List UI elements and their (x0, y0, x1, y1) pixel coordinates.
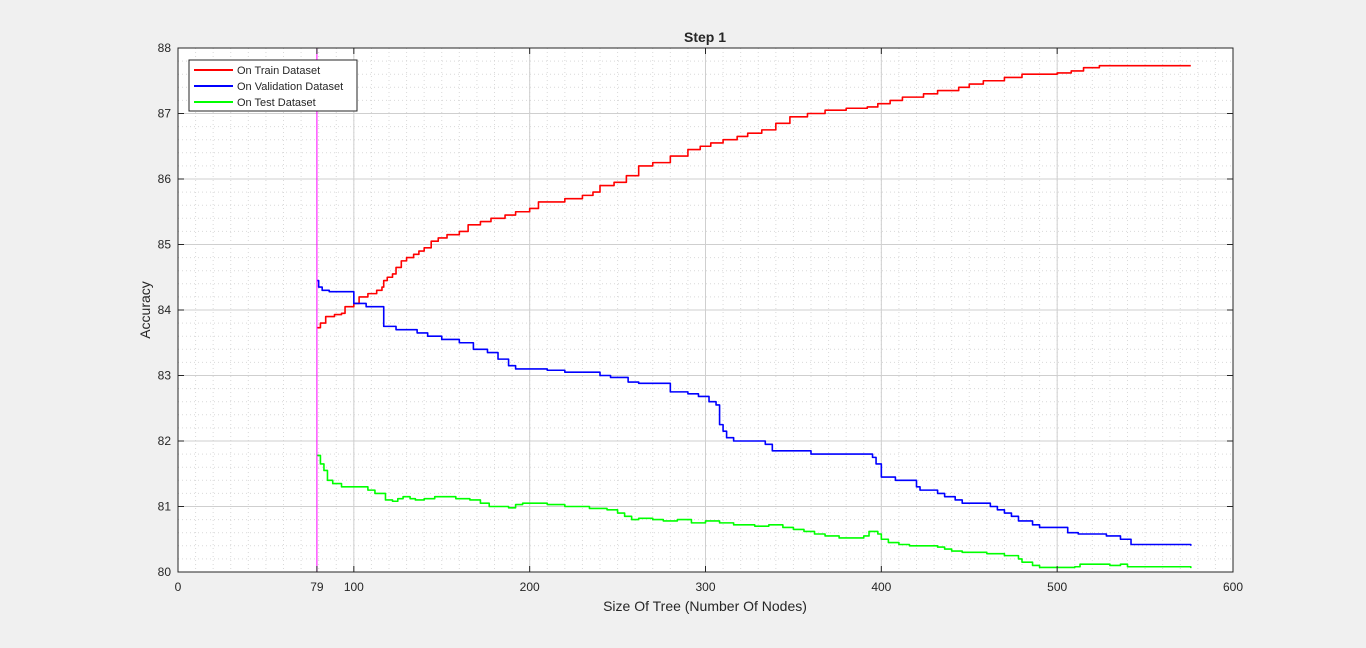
y-tick-label: 85 (158, 238, 172, 252)
x-tick-label: 500 (1047, 580, 1067, 594)
y-tick-label: 82 (158, 434, 172, 448)
y-axis-ticks: 80 81 82 83 84 85 86 87 88 (158, 41, 1233, 579)
y-tick-label: 80 (158, 565, 172, 579)
x-axis-label: Size Of Tree (Number Of Nodes) (603, 598, 807, 614)
x-tick-label: 79 (310, 580, 324, 594)
x-axis-ticks: 0 79 100 200 300 400 500 600 (175, 48, 1243, 594)
legend-label: On Test Dataset (237, 97, 316, 109)
y-tick-label: 88 (158, 41, 172, 55)
y-tick-label: 84 (158, 303, 172, 317)
y-axis-label: Accuracy (137, 281, 153, 339)
series-line-3 (316, 454, 1192, 569)
x-tick-label: 200 (520, 580, 540, 594)
y-tick-label: 81 (158, 500, 172, 514)
y-tick-label: 86 (158, 172, 172, 186)
y-tick-label: 83 (158, 369, 172, 383)
series-layer (316, 64, 1192, 569)
legend: On Train Dataset On Validation Dataset On … (188, 59, 358, 112)
x-tick-label: 300 (695, 580, 715, 594)
y-tick-label: 87 (158, 107, 172, 121)
legend-label: On Validation Dataset (237, 81, 343, 93)
series-line-2 (316, 279, 1192, 546)
series-line-1 (316, 64, 1191, 329)
x-tick-label: 400 (871, 580, 891, 594)
x-tick-label: 0 (175, 580, 182, 594)
legend-label: On Train Dataset (237, 65, 320, 77)
x-tick-label: 100 (344, 580, 364, 594)
x-tick-label: 600 (1223, 580, 1243, 594)
chart-title: Step 1 (684, 29, 726, 45)
